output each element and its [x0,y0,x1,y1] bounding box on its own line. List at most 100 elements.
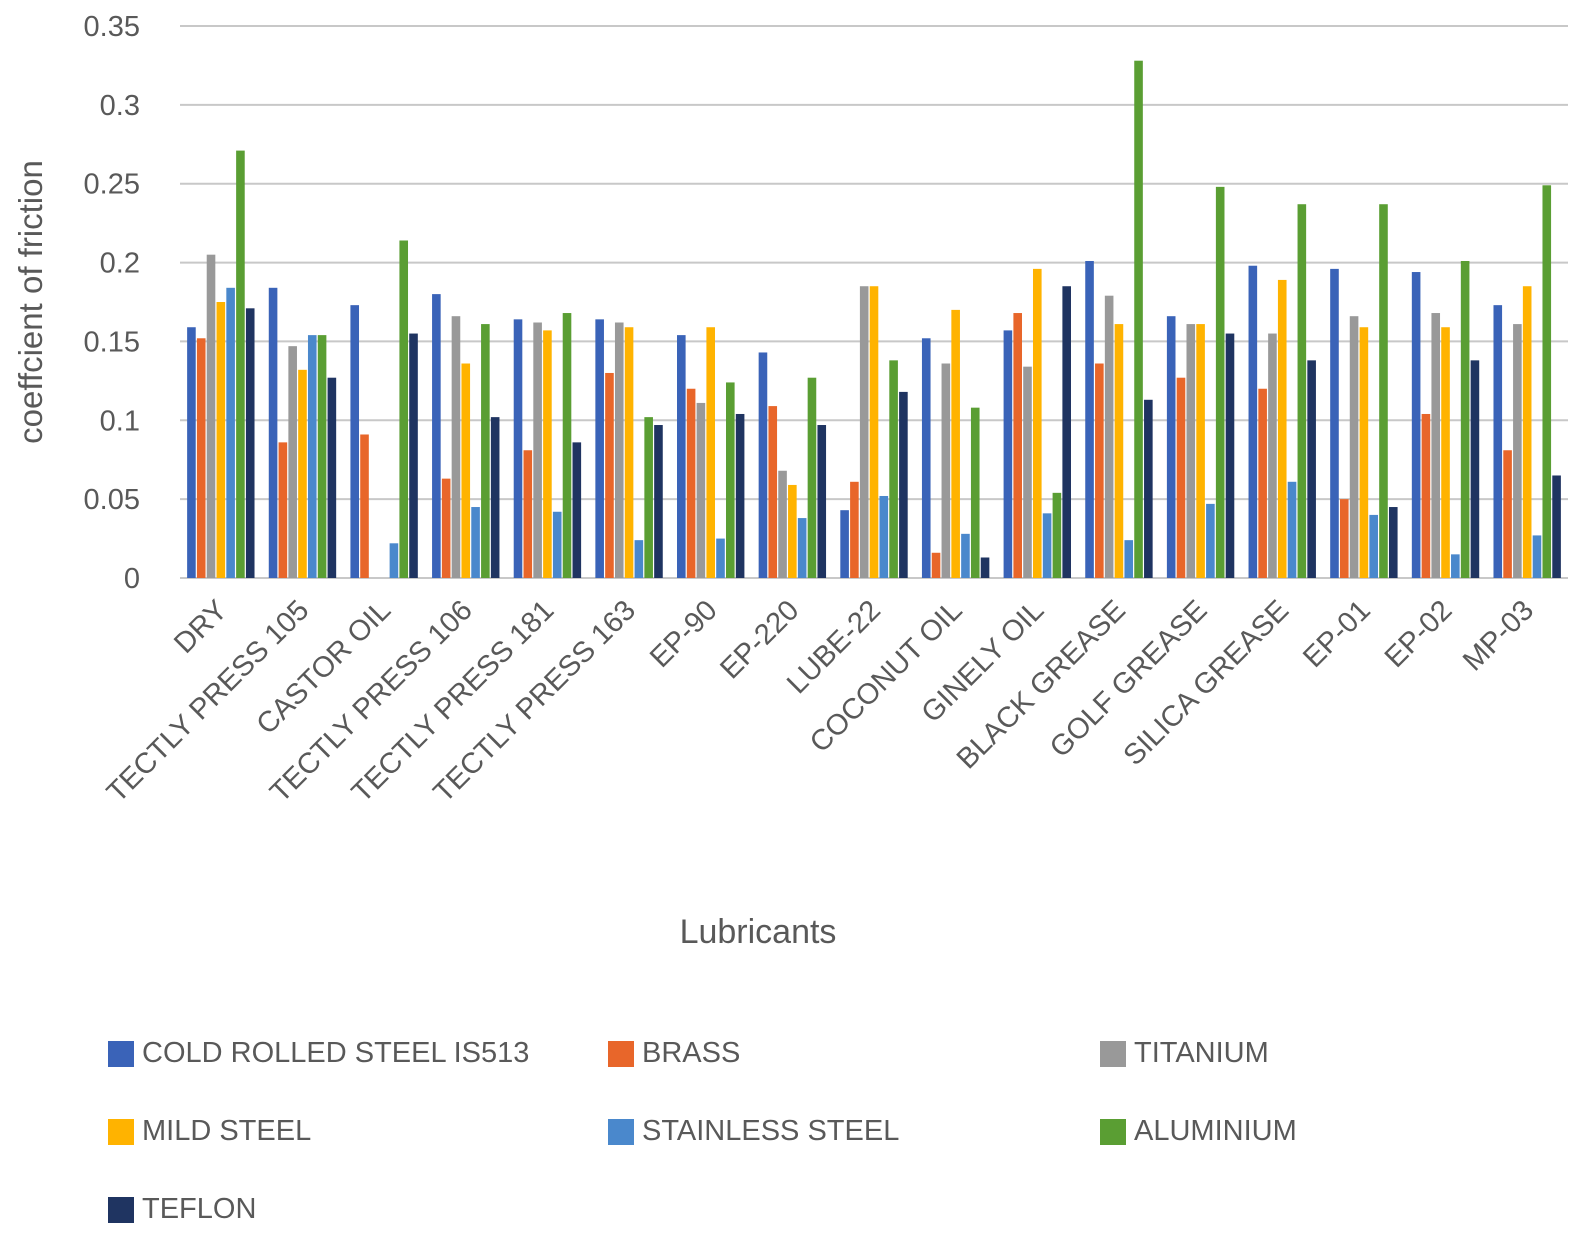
bar [1532,535,1542,578]
bar [624,327,634,578]
bar [1552,475,1561,578]
bar [236,150,245,578]
bar [1330,268,1339,578]
bar [677,335,686,578]
legend-swatch [608,1040,634,1067]
bar [562,313,572,578]
bar [1176,377,1186,578]
bar [350,305,360,578]
legend-swatch [108,1040,134,1067]
bar [788,484,797,578]
legend-label: STAINLESS STEEL [642,1115,900,1147]
bar [1225,333,1235,578]
bar [1186,324,1196,578]
bar [1388,507,1398,578]
y-tick-label: 0.3 [100,90,140,122]
bar [552,511,562,578]
bar [634,540,644,578]
bar [481,324,490,578]
x-tick-label: EP-01 [1297,594,1377,674]
x-axis-title: Lubricants [680,913,837,951]
bar [1124,540,1134,578]
bar [288,346,297,578]
bar [879,495,889,578]
legend-item: COLD ROLLED STEEL IS513 [108,1037,529,1070]
bar [1421,413,1431,578]
bar [1003,330,1013,578]
bar [399,240,409,578]
legend-swatch [1100,1040,1126,1067]
bar [307,335,317,578]
legend-item: TITANIUM [1100,1037,1269,1070]
bar [513,319,523,578]
bar [850,481,859,578]
bar [859,286,869,578]
bar [1134,60,1143,578]
legend-label: COLD ROLLED STEEL IS513 [142,1037,530,1069]
bar [461,363,471,578]
bar [1258,388,1267,578]
bar [644,417,653,578]
bar [980,557,990,578]
bar [1441,327,1450,578]
bar [278,442,288,578]
bar [543,330,552,578]
legend-label: ALUMINIUM [1134,1115,1297,1147]
x-tick-label: EP-02 [1379,594,1459,674]
bar [1522,286,1532,578]
legend-item: STAINLESS STEEL [608,1115,899,1148]
y-tick-label: 0 [124,563,140,595]
bar [1493,305,1503,578]
bar [1287,481,1297,578]
legend-swatch [108,1118,134,1145]
bar [1542,185,1552,578]
bar [951,309,960,578]
bar [1013,313,1022,578]
bar [523,450,533,578]
legend-item: ALUMINIUM [1100,1115,1297,1148]
bar [921,338,931,578]
bar [807,377,817,578]
legend-item: TEFLON [108,1193,256,1226]
bar [1513,324,1522,578]
bar [268,287,278,578]
bar [1297,204,1307,578]
bar [1470,360,1480,578]
bar [1114,324,1124,578]
bar [451,316,461,578]
bar [961,533,970,578]
legend-label: MILD STEEL [142,1115,312,1147]
bar [360,434,369,578]
bar [941,363,951,578]
y-tick-label: 0.35 [84,11,140,43]
y-tick-label: 0.2 [100,248,140,280]
legend-label: TITANIUM [1134,1037,1269,1069]
bar [1359,327,1369,578]
bar [1085,260,1094,578]
bar [1104,295,1114,578]
legend-item: BRASS [608,1037,740,1070]
bar [605,372,614,578]
bar [768,406,778,578]
x-tick-label: EP-90 [644,594,724,674]
bar [1349,316,1359,578]
bar [1052,492,1062,578]
bar [931,552,941,578]
bar-chart: 0 0.05 0.1 0.15 0.2 0.25 0.3 0.35 coeffcient of … [12,11,1568,951]
legend-item: MILD STEEL [108,1115,311,1148]
bar [970,407,980,578]
bar [817,425,827,578]
bar [1411,272,1421,578]
bar [1196,324,1205,578]
bar [196,338,206,578]
bar [726,382,735,578]
bar [1042,513,1052,578]
bar [432,294,441,578]
bar [686,388,696,578]
x-tick-label: MP-03 [1457,594,1540,677]
bar [1379,204,1388,578]
bar [869,286,879,578]
bar [245,308,255,578]
y-tick-label: 0.1 [100,405,140,437]
legend-swatch [108,1196,134,1223]
